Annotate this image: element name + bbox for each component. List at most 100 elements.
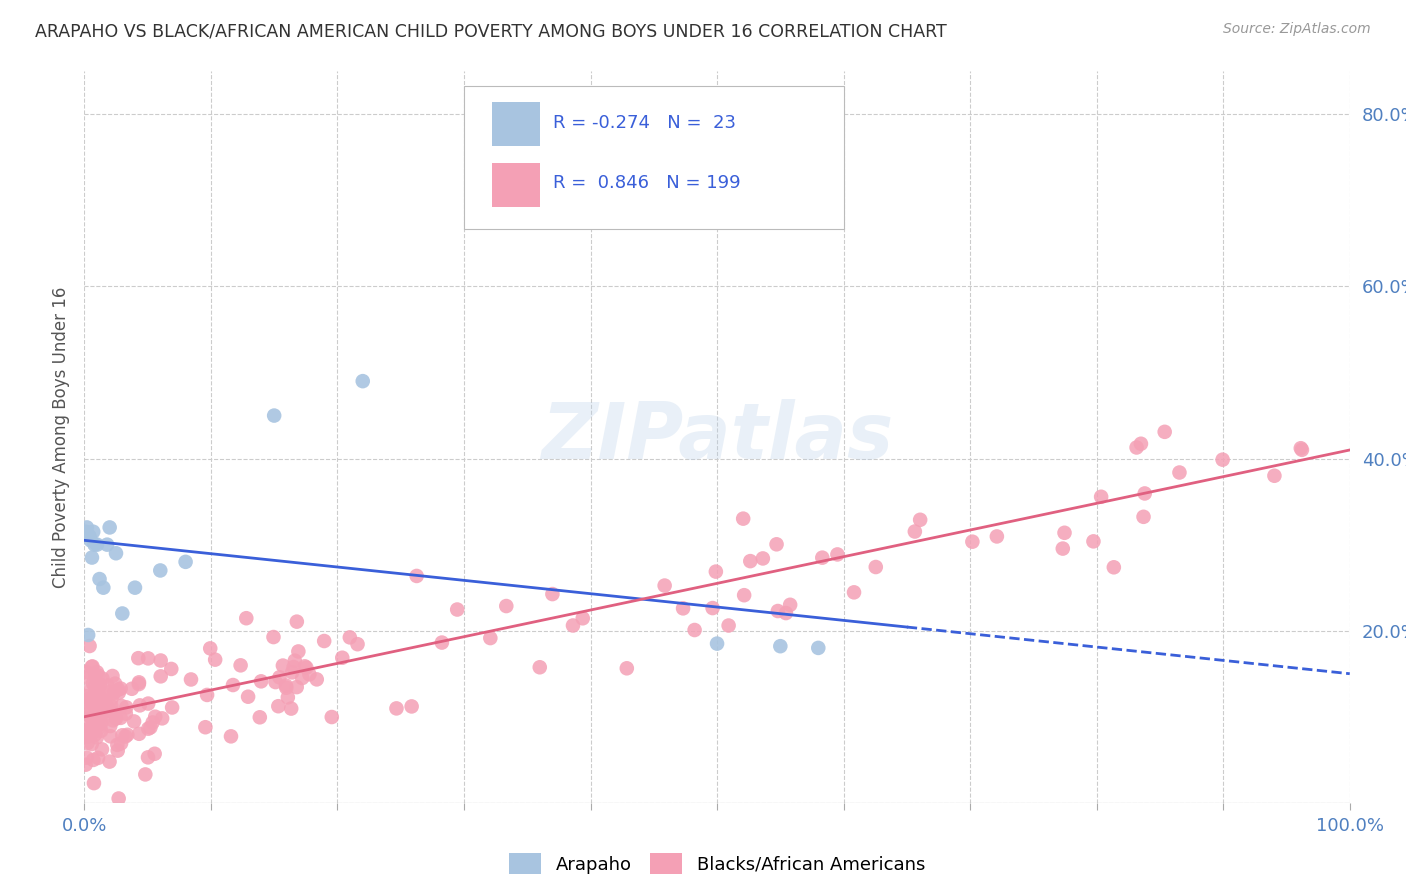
Point	[281, 665, 304, 680]
Point	[103, 706, 125, 720]
Point	[1289, 441, 1312, 455]
Point	[80, 550, 103, 565]
Point	[82, 676, 104, 690]
Point	[222, 678, 245, 692]
Point	[86, 685, 108, 699]
Point	[75, 729, 97, 743]
Point	[352, 374, 374, 388]
Point	[89, 690, 111, 704]
Point	[77, 702, 100, 716]
Point	[769, 639, 792, 653]
Point	[87, 705, 110, 719]
Point	[136, 697, 159, 711]
Point	[110, 711, 132, 725]
Point	[683, 623, 706, 637]
Point	[128, 677, 150, 691]
Point	[89, 721, 111, 735]
Point	[128, 675, 150, 690]
Point	[128, 698, 150, 713]
Point	[298, 667, 321, 681]
Point	[250, 674, 273, 689]
Point	[87, 717, 110, 731]
Point	[1129, 436, 1152, 450]
Point	[77, 628, 100, 642]
Point	[139, 720, 162, 734]
Point	[79, 691, 101, 706]
Point	[733, 511, 755, 525]
Point	[89, 699, 111, 714]
Point	[904, 524, 927, 539]
Point	[180, 673, 202, 687]
Point	[110, 698, 132, 713]
Point	[91, 742, 114, 756]
Point	[160, 700, 183, 714]
Point	[740, 554, 762, 568]
Legend: Arapaho, Blacks/African Americans: Arapaho, Blacks/African Americans	[509, 854, 925, 874]
Point	[136, 651, 159, 665]
Point	[84, 668, 107, 682]
Point	[97, 702, 120, 716]
Point	[143, 747, 166, 761]
Point	[93, 581, 115, 595]
Point	[104, 709, 127, 723]
Point	[842, 585, 865, 599]
Point	[401, 699, 423, 714]
Point	[79, 533, 103, 548]
Point	[76, 750, 98, 764]
Point	[962, 534, 984, 549]
Point	[128, 727, 150, 741]
Point	[1133, 486, 1156, 500]
Point	[82, 715, 104, 730]
Point	[98, 755, 121, 769]
Point	[98, 685, 121, 699]
Point	[1102, 560, 1125, 574]
Point	[75, 723, 97, 738]
Point	[229, 658, 252, 673]
Point	[79, 529, 101, 543]
Point	[91, 672, 114, 686]
Point	[160, 662, 183, 676]
FancyBboxPatch shape	[464, 86, 844, 228]
Point	[149, 653, 172, 667]
Point	[149, 669, 172, 683]
Point	[263, 630, 285, 644]
Point	[82, 725, 104, 739]
Point	[89, 678, 111, 692]
Point	[807, 640, 830, 655]
Point	[704, 565, 727, 579]
Y-axis label: Child Poverty Among Boys Under 16: Child Poverty Among Boys Under 16	[52, 286, 70, 588]
Point	[100, 691, 122, 706]
Point	[83, 711, 105, 725]
Point	[107, 791, 129, 805]
Point	[83, 776, 105, 790]
Point	[235, 611, 257, 625]
Point	[717, 618, 740, 632]
Point	[271, 658, 294, 673]
Point	[100, 729, 122, 743]
Point	[75, 671, 97, 685]
Point	[98, 520, 121, 534]
Point	[134, 767, 156, 781]
Point	[295, 660, 318, 674]
Point	[82, 524, 104, 539]
Point	[87, 678, 110, 692]
Point	[79, 694, 101, 708]
Point	[86, 538, 108, 552]
Point	[75, 757, 97, 772]
Point	[87, 712, 110, 726]
Point	[76, 730, 98, 744]
Point	[104, 676, 127, 690]
Point	[86, 665, 108, 680]
Point	[267, 699, 290, 714]
Point	[76, 685, 98, 699]
Point	[103, 686, 125, 700]
Point	[121, 681, 143, 696]
Point	[75, 665, 97, 679]
Point	[385, 701, 408, 715]
Point	[339, 631, 361, 645]
Point	[86, 705, 108, 719]
Point	[114, 706, 136, 721]
Point	[277, 690, 299, 705]
Point	[1053, 525, 1076, 540]
Point	[1153, 425, 1175, 439]
